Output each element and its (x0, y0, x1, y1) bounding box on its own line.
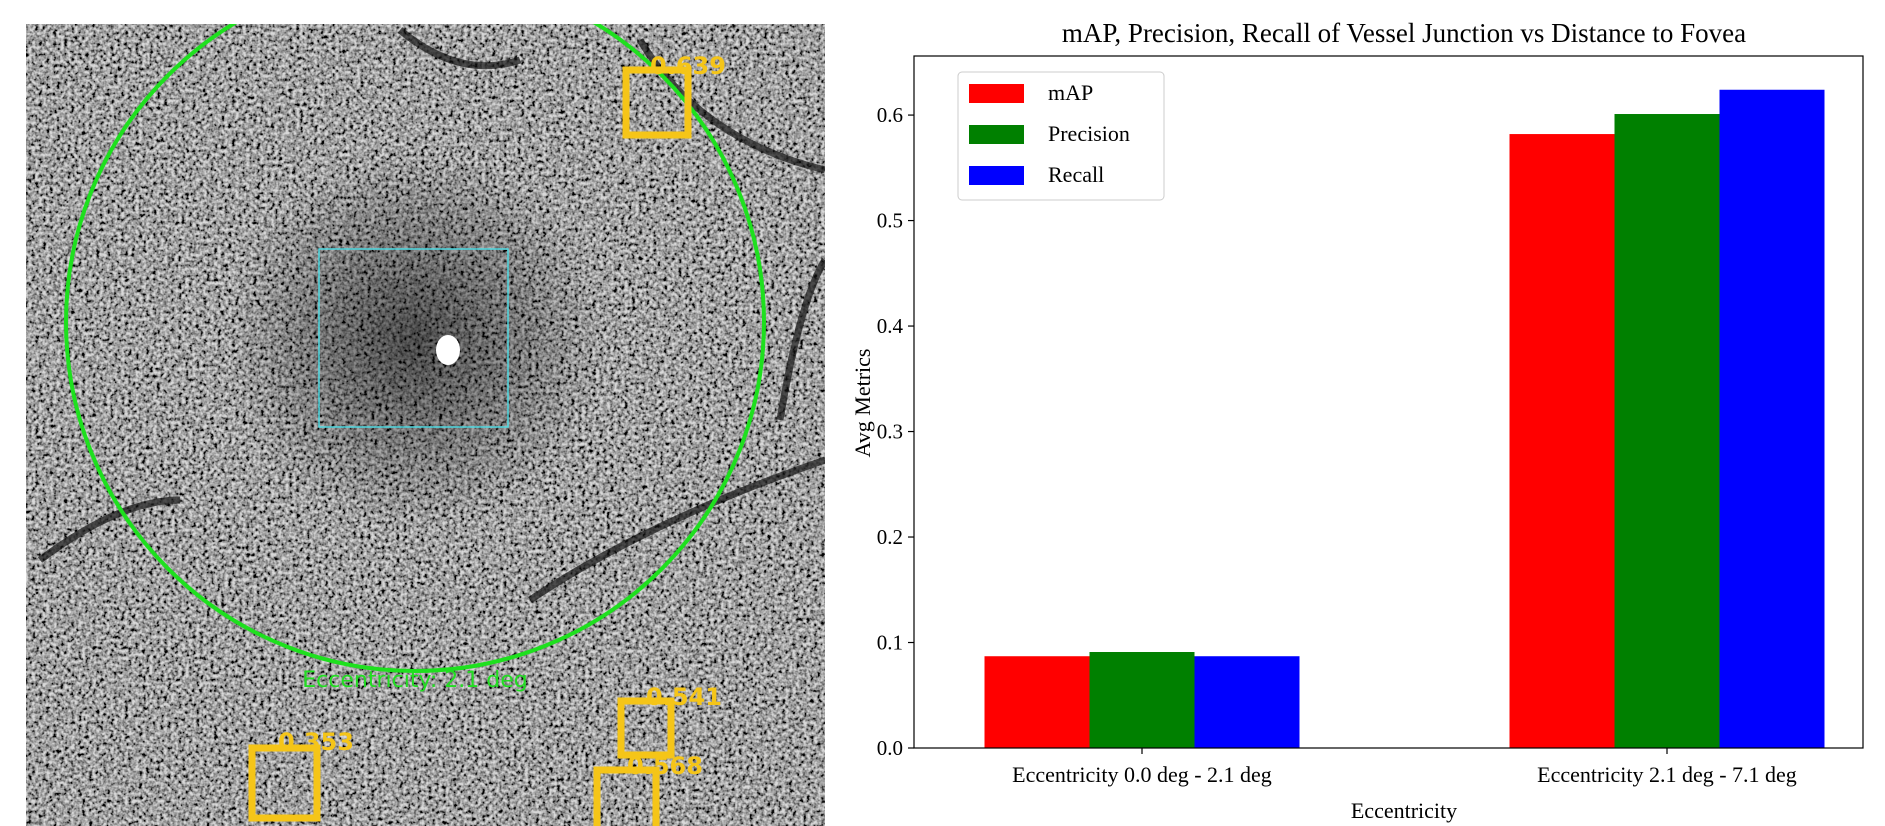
y-tick-label: 0.6 (877, 103, 903, 127)
legend-label: Precision (1048, 121, 1130, 146)
detection-score: 0.568 (627, 752, 703, 780)
x-tick-label: Eccentricity 0.0 deg - 2.1 deg (1012, 762, 1272, 787)
bar (985, 656, 1090, 748)
y-axis-label: Avg Metrics (850, 349, 875, 458)
y-tick-label: 0.5 (877, 209, 903, 233)
y-tick-label: 0.0 (877, 736, 903, 760)
detection-score: 0.541 (646, 683, 722, 711)
bright-spot (436, 335, 460, 365)
legend-label: Recall (1048, 162, 1104, 187)
legend-swatch (969, 84, 1024, 103)
eccentricity-label: Eccentricity: 2.1 deg (302, 668, 527, 693)
y-tick-label: 0.3 (877, 420, 903, 444)
bar (1195, 656, 1300, 748)
legend-swatch (969, 125, 1024, 144)
x-axis-label: Eccentricity (1351, 798, 1457, 823)
detection-score: 0.353 (278, 728, 354, 756)
bar (1090, 652, 1195, 748)
detection-score: 0.639 (650, 52, 726, 80)
y-tick-label: 0.4 (877, 314, 904, 338)
bar (1720, 90, 1825, 748)
y-tick-label: 0.1 (877, 631, 903, 655)
legend-label: mAP (1048, 80, 1093, 105)
retina-image: Eccentricity: 2.1 deg 0.639 0.541 0.353 … (26, 0, 825, 826)
chart-title: mAP, Precision, Recall of Vessel Junctio… (1062, 18, 1746, 48)
legend-swatch (969, 166, 1024, 185)
bar (1510, 134, 1615, 748)
page: Eccentricity: 2.1 deg 0.639 0.541 0.353 … (0, 0, 1885, 826)
fovea-shade (225, 150, 605, 530)
x-tick-label: Eccentricity 2.1 deg - 7.1 deg (1537, 762, 1797, 787)
y-tick-label: 0.2 (877, 525, 903, 549)
chart: mAP, Precision, Recall of Vessel Junctio… (850, 18, 1863, 823)
bar (1615, 114, 1720, 748)
